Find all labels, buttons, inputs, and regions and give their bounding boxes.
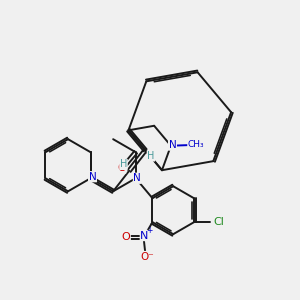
Text: +: + [146,226,153,235]
Text: CH₃: CH₃ [188,140,204,149]
Text: H: H [147,151,155,161]
Text: O: O [122,232,130,242]
Text: N: N [134,173,141,183]
Text: O: O [117,163,126,173]
Text: N: N [88,172,96,182]
Text: N: N [169,140,176,150]
Text: O⁻: O⁻ [141,251,154,262]
Text: N: N [140,230,149,241]
Text: H: H [120,159,127,170]
Text: Cl: Cl [213,217,224,227]
